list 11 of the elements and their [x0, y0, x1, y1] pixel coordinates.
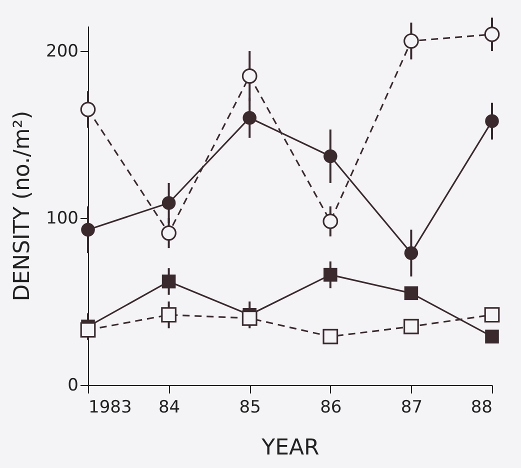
x-tick-label: 88 — [470, 398, 492, 418]
x-axis-title: YEAR — [260, 436, 320, 460]
x-tick-label: 87 — [400, 398, 423, 418]
y-tick-label: 100 — [46, 208, 78, 229]
x-tick-label: 84 — [158, 398, 180, 418]
x-tick-label: 85 — [239, 398, 261, 418]
x-tick-label: 86 — [320, 398, 342, 418]
x-tick-label: 1983 — [88, 398, 132, 418]
y-axis-title: DENSITY (no./m²) — [10, 110, 36, 302]
y-tick-label: 200 — [46, 42, 78, 62]
y-tick-label: 0 — [68, 376, 78, 396]
